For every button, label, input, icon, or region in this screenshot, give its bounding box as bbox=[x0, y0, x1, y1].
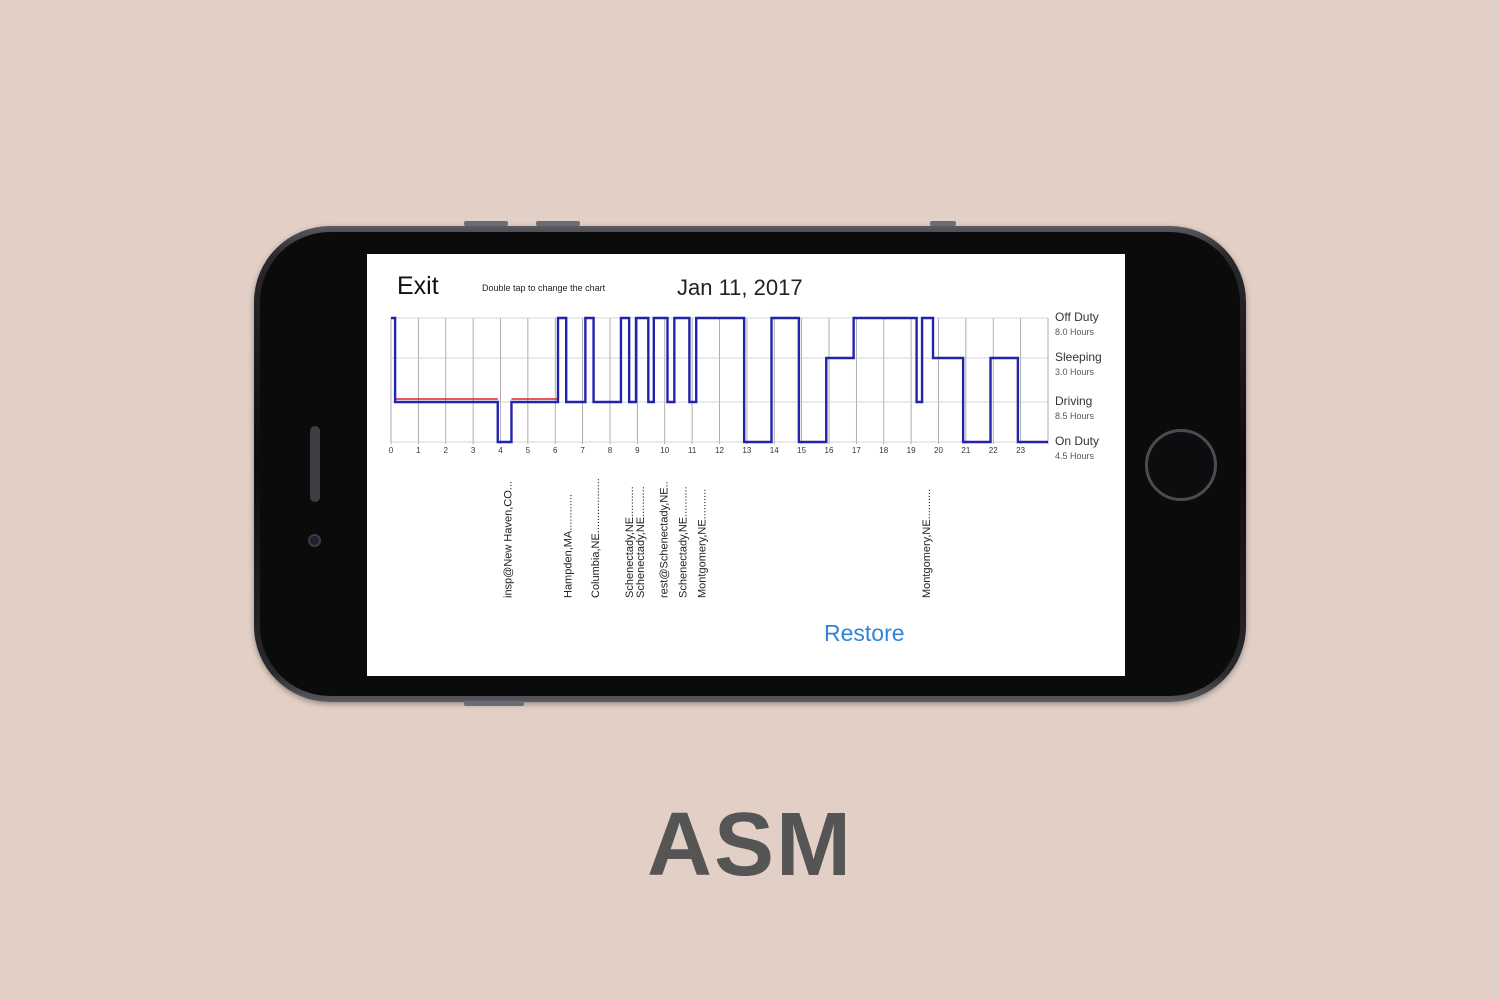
duty-status-line bbox=[391, 316, 1048, 444]
front-camera bbox=[308, 534, 321, 547]
location-annotation: rest@Schenectady,NE.. bbox=[658, 481, 670, 598]
location-annotation: Schenectady,NE.......... bbox=[624, 486, 636, 598]
x-tick-label: 13 bbox=[742, 446, 751, 455]
location-annotation: Schenectady,NE.......... bbox=[635, 486, 647, 598]
status-row-label: Off Duty bbox=[1055, 310, 1099, 324]
location-annotation: Montgomery,NE.......... bbox=[697, 489, 709, 598]
x-tick-label: 21 bbox=[961, 446, 970, 455]
volume-up-button bbox=[464, 221, 508, 226]
location-annotation: Montgomery,NE.......... bbox=[921, 489, 933, 598]
x-tick-label: 17 bbox=[852, 446, 861, 455]
status-row-label: Driving bbox=[1055, 394, 1092, 408]
x-tick-label: 3 bbox=[471, 446, 476, 455]
x-tick-label: 15 bbox=[797, 446, 806, 455]
x-tick-label: 4 bbox=[498, 446, 503, 455]
status-row-label: On Duty bbox=[1055, 434, 1099, 448]
status-row-hours: 8.5 Hours bbox=[1055, 411, 1095, 421]
x-tick-label: 0 bbox=[389, 446, 394, 455]
x-tick-label: 8 bbox=[608, 446, 613, 455]
status-row-hours: 8.0 Hours bbox=[1055, 327, 1095, 337]
power-button bbox=[464, 701, 524, 706]
x-tick-label: 11 bbox=[688, 446, 697, 455]
x-tick-label: 1 bbox=[416, 446, 421, 455]
location-annotation: Columbia,NE.................. bbox=[590, 478, 602, 598]
x-tick-label: 20 bbox=[934, 446, 943, 455]
duty-status-chart[interactable]: 0 1 2 3 4 5 6 7 8 9 10 11 12 13 14 15 16 17 18 19 20 21 22 23Of… bbox=[367, 254, 1125, 676]
home-button[interactable] bbox=[1145, 429, 1217, 501]
log-date: Jan 11, 2017 bbox=[677, 275, 803, 300]
mute-switch bbox=[930, 221, 956, 226]
x-tick-label: 22 bbox=[989, 446, 998, 455]
status-row-hours: 4.5 Hours bbox=[1055, 451, 1095, 461]
x-tick-label: 2 bbox=[444, 446, 449, 455]
app-screen: 0 1 2 3 4 5 6 7 8 9 10 11 12 13 14 15 16 17 18 19 20 21 22 23 Of… bbox=[367, 254, 1125, 676]
x-tick-label: 23 bbox=[1016, 446, 1025, 455]
brand-title: ASM bbox=[647, 795, 853, 895]
location-annotation: Schenectady,NE.......... bbox=[678, 486, 690, 598]
x-tick-label: 18 bbox=[879, 446, 888, 455]
x-tick-label: 14 bbox=[770, 446, 779, 455]
hint-text: Double tap to change the chart bbox=[482, 283, 606, 293]
x-tick-label: 6 bbox=[553, 446, 558, 455]
x-tick-label: 9 bbox=[635, 446, 640, 455]
speaker-grille bbox=[310, 426, 320, 502]
x-tick-label: 5 bbox=[526, 446, 531, 455]
location-annotation: Hampden,MA............ bbox=[563, 494, 575, 598]
x-tick-label: 16 bbox=[825, 446, 834, 455]
status-row-hours: 3.0 Hours bbox=[1055, 367, 1095, 377]
x-tick-label: 7 bbox=[580, 446, 585, 455]
volume-down-button bbox=[536, 221, 580, 226]
restore-button[interactable]: Restore bbox=[824, 620, 905, 646]
location-annotation: insp@New Haven,CO... bbox=[502, 481, 514, 598]
x-tick-label: 19 bbox=[907, 446, 916, 455]
x-tick-label: 12 bbox=[715, 446, 724, 455]
x-tick-label: 10 bbox=[660, 446, 669, 455]
status-row-label: Sleeping bbox=[1055, 350, 1102, 364]
exit-button[interactable]: Exit bbox=[397, 272, 439, 300]
